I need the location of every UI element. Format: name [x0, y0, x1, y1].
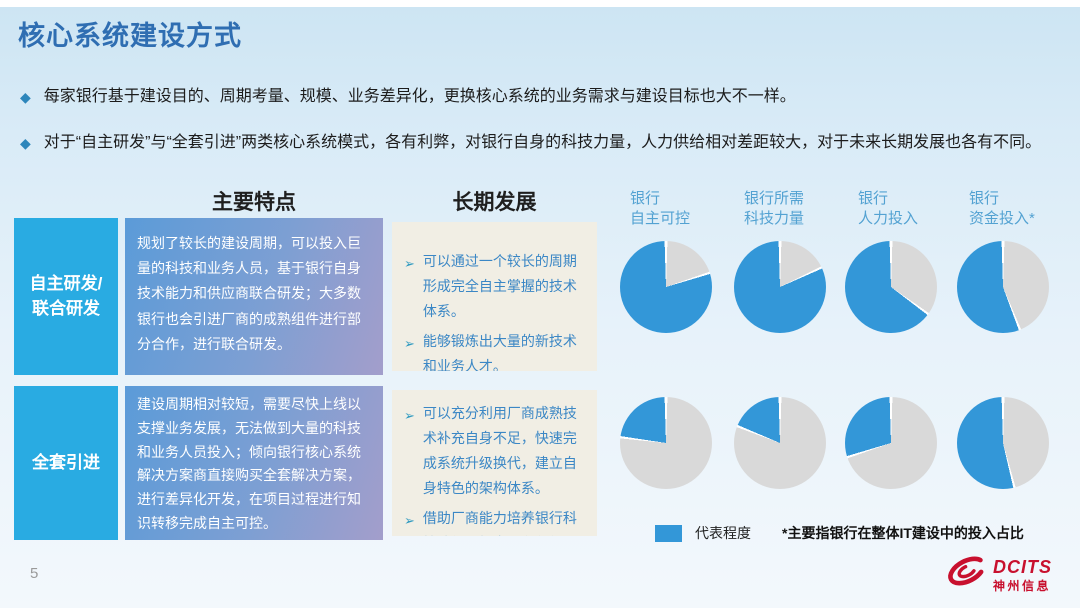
- longterm-cell-full-import: ➢ 可以充分利用厂商成熟技术补充自身不足，快速完成系统升级换代，建立自身特色的架…: [392, 390, 597, 536]
- bullet-text: 对于“自主研发”与“全套引进”两类核心系统模式，各有利弊，对银行自身的科技力量，…: [43, 134, 1042, 151]
- dcits-logo-text: DCITS 神州信息: [993, 552, 1052, 592]
- legend-swatch: [655, 524, 682, 542]
- pie-chart-selfdev-manpower: [845, 241, 937, 333]
- longterm-text: 借助厂商能力培养银行科技队伍，拓宽业务创新思路。: [422, 509, 577, 536]
- pie-chart-import-capital: [957, 397, 1049, 489]
- column-header-longterm: 长期发展: [452, 191, 537, 214]
- arrow-bullet-icon: ➢: [404, 335, 415, 351]
- page-title: 核心系统建设方式: [18, 21, 242, 51]
- column-header-features: 主要特点: [212, 191, 296, 214]
- pie-column-header-autonomy: 银行 自主可控: [630, 190, 691, 227]
- dcits-swirl-icon: [948, 556, 986, 586]
- footnote: *主要指银行在整体IT建设中的投入占比: [782, 525, 1024, 541]
- dcits-logo-cn: 神州信息: [993, 579, 1052, 593]
- pie-chart-import-manpower: [845, 397, 937, 489]
- bullet-list: ◆ 每家银行基于建设目的、周期考量、规模、业务差异化，更换核心系统的业务需求与建…: [16, 87, 1068, 179]
- longterm-text: 能够锻炼出大量的新技术和业务人才。: [422, 332, 577, 371]
- bullet-item: ◆ 每家银行基于建设目的、周期考量、规模、业务差异化，更换核心系统的业务需求与建…: [16, 87, 1068, 107]
- row-label-full-import: 全套引进: [14, 386, 118, 540]
- longterm-item: ➢ 可以充分利用厂商成熟技术补充自身不足，快速完成系统升级换代，建立自身特色的架…: [400, 401, 589, 501]
- pie-chart-selfdev-autonomy: [620, 241, 712, 333]
- pie-chart-selfdev-tech: [734, 241, 826, 333]
- longterm-item: ➢ 借助厂商能力培养银行科技队伍，拓宽业务创新思路。: [400, 506, 589, 536]
- page-number: 5: [30, 565, 39, 582]
- longterm-cell-self-dev: ➢ 可以通过一个较长的周期形成完全自主掌握的技术体系。 ➢ 能够锻炼出大量的新技…: [392, 222, 597, 371]
- legend: 代表程度 *主要指银行在整体IT建设中的投入占比: [655, 523, 1024, 543]
- legend-label: 代表程度: [695, 525, 751, 541]
- features-cell-full-import: 建设周期相对较短，需要尽快上线以支撑业务发展，无法做到大量的科技和业务人员投入；…: [125, 386, 383, 540]
- arrow-bullet-icon: ➢: [404, 256, 415, 271]
- diamond-bullet-icon: ◆: [20, 135, 31, 151]
- features-cell-self-dev: 规划了较长的建设周期，可以投入巨量的科技和业务人员，基于银行自身技术能力和供应商…: [125, 218, 383, 375]
- longterm-item: ➢ 可以通过一个较长的周期形成完全自主掌握的技术体系。: [400, 249, 589, 324]
- pie-column-header-manpower: 银行 人力投入: [858, 190, 919, 227]
- pie-chart-import-tech: [734, 397, 826, 489]
- longterm-text: 可以充分利用厂商成熟技术补充自身不足，快速完成系统升级换代，建立自身特色的架构体…: [422, 405, 577, 496]
- bullet-item: ◆ 对于“自主研发”与“全套引进”两类核心系统模式，各有利弊，对银行自身的科技力…: [16, 133, 1068, 153]
- pie-column-header-tech: 银行所需 科技力量: [744, 190, 805, 227]
- longterm-item: ➢ 能够锻炼出大量的新技术和业务人才。: [400, 329, 589, 371]
- dcits-logo-en: DCITS: [993, 557, 1052, 577]
- arrow-bullet-icon: ➢: [404, 512, 415, 528]
- arrow-bullet-icon: ➢: [404, 408, 415, 423]
- row-label-self-dev: 自主研发/联合研发: [14, 218, 118, 375]
- bullet-text: 每家银行基于建设目的、周期考量、规模、业务差异化，更换核心系统的业务需求与建设目…: [43, 88, 796, 105]
- pie-chart-import-autonomy: [620, 397, 712, 489]
- longterm-text: 可以通过一个较长的周期形成完全自主掌握的技术体系。: [422, 253, 577, 319]
- dcits-logo: DCITS 神州信息: [944, 552, 1052, 592]
- pie-column-header-capital: 银行 资金投入*: [969, 190, 1035, 227]
- diamond-bullet-icon: ◆: [20, 89, 31, 105]
- pie-chart-selfdev-capital: [957, 241, 1049, 333]
